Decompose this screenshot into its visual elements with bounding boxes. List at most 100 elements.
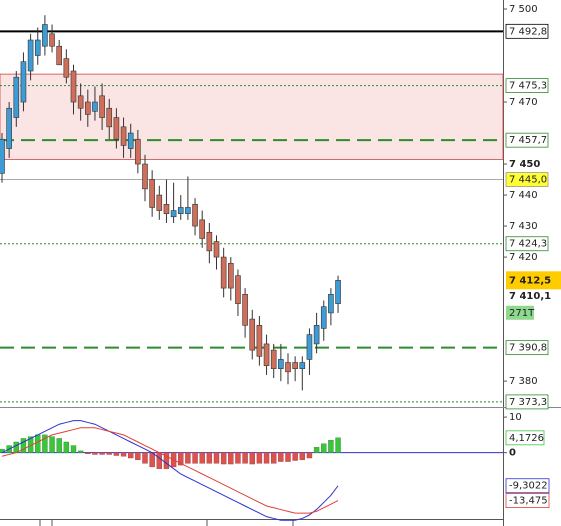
histogram-bar: [185, 452, 191, 464]
histogram-bar: [206, 452, 213, 464]
histogram-bar: [285, 452, 291, 462]
y-tick-label: 7 450: [509, 159, 540, 170]
histogram-bar: [120, 452, 127, 457]
candle-body: [177, 207, 184, 214]
candle-body: [20, 61, 27, 103]
histogram-bar: [213, 452, 220, 464]
histogram-bar: [242, 452, 248, 464]
level-tag: [505, 236, 549, 252]
histogram-bar: [142, 452, 148, 464]
level-label: 7 475,3: [509, 81, 547, 92]
candle-body: [106, 107, 113, 128]
candle-body: [228, 262, 234, 289]
candle-body: [249, 318, 256, 351]
histogram-bar: [249, 452, 255, 465]
histogram-bar: [106, 452, 112, 455]
candle-body: [49, 33, 55, 47]
candle-body: [85, 101, 91, 115]
histogram-bar: [299, 452, 305, 460]
y-tick-label: 0: [509, 448, 516, 459]
last-price-label: 7 412,5: [509, 275, 551, 286]
histogram-bar: [56, 438, 62, 453]
candle-body: [220, 256, 227, 289]
histogram-bar: [220, 452, 227, 465]
candle-body: [42, 24, 48, 47]
candle-body: [27, 39, 34, 72]
line-tag: [505, 478, 550, 494]
y-tick-label: 10: [509, 412, 522, 423]
histogram-bar: [156, 452, 163, 469]
histogram-bar: [263, 452, 270, 464]
candle-body: [56, 45, 63, 66]
histogram-bar: [278, 452, 284, 462]
candle-body: [328, 293, 334, 314]
candle-body: [313, 325, 320, 345]
candle-body: [149, 179, 155, 208]
candle-body: [156, 194, 163, 211]
candle-body: [92, 101, 98, 112]
candle-body: [242, 293, 248, 326]
histogram-bar: [271, 452, 277, 464]
level-label: 7 373,3: [509, 397, 547, 408]
zone: [0, 73, 504, 160]
candle-body: [127, 132, 134, 149]
candle-body: [256, 325, 263, 357]
level-label: 7 424,3: [509, 239, 547, 250]
level-tag: [505, 23, 549, 39]
level-label: 7 457,7: [509, 135, 547, 146]
level-label: 7 492,8: [509, 26, 547, 37]
histogram-bar: [35, 434, 41, 453]
y-tick-label: 7 440: [509, 190, 538, 201]
level-tag: [505, 78, 549, 93]
y-tick-label: 7 380: [509, 376, 538, 387]
histogram-bar: [70, 445, 77, 453]
candle-body: [320, 306, 327, 329]
candle-body: [113, 117, 120, 140]
histogram-bar: [85, 452, 91, 454]
histogram-bar: [306, 452, 313, 459]
histogram-bar: [13, 441, 20, 453]
candle-body: [199, 219, 205, 239]
candle-body: [0, 138, 5, 174]
histogram-bar: [42, 434, 48, 453]
macd-line: [1, 427, 339, 514]
level-label: 7 390,8: [509, 343, 547, 354]
candle-body: [306, 334, 313, 360]
line-label: -9,3022: [509, 481, 548, 492]
candle-body: [77, 95, 84, 109]
histogram-bar: [292, 452, 298, 461]
histogram-bar: [199, 452, 205, 464]
candle-body: [213, 241, 220, 258]
histogram-bar: [335, 437, 341, 453]
histogram-bar: [92, 452, 98, 455]
candle-body: [335, 280, 341, 304]
histogram-bar: [235, 452, 241, 464]
macd-line: [1, 420, 339, 521]
line-tag: [505, 493, 550, 508]
histogram-bar: [256, 452, 263, 464]
candle-body: [63, 58, 70, 78]
histogram-bar: [77, 450, 84, 453]
candle-body: [120, 126, 127, 146]
histogram-bar: [127, 452, 134, 459]
volume-tag: [506, 305, 534, 320]
candle-body: [278, 359, 284, 370]
histogram-bar: [163, 452, 170, 469]
histogram-bar: [321, 443, 327, 453]
candle-body: [13, 76, 20, 118]
level-tag: [505, 172, 549, 187]
candle-body: [206, 231, 213, 252]
line-label: -13,475: [509, 496, 548, 507]
histogram-bar: [228, 452, 234, 465]
histogram-tag: [505, 430, 545, 446]
candle-body: [263, 343, 270, 366]
candle-body: [185, 207, 191, 214]
histogram-bar: [313, 447, 320, 453]
histogram-bar: [178, 452, 184, 466]
candle-body: [270, 349, 277, 370]
candle-body: [6, 107, 12, 149]
level-tag: [505, 132, 549, 148]
candle-body: [292, 362, 298, 370]
level-tag: [505, 340, 549, 356]
